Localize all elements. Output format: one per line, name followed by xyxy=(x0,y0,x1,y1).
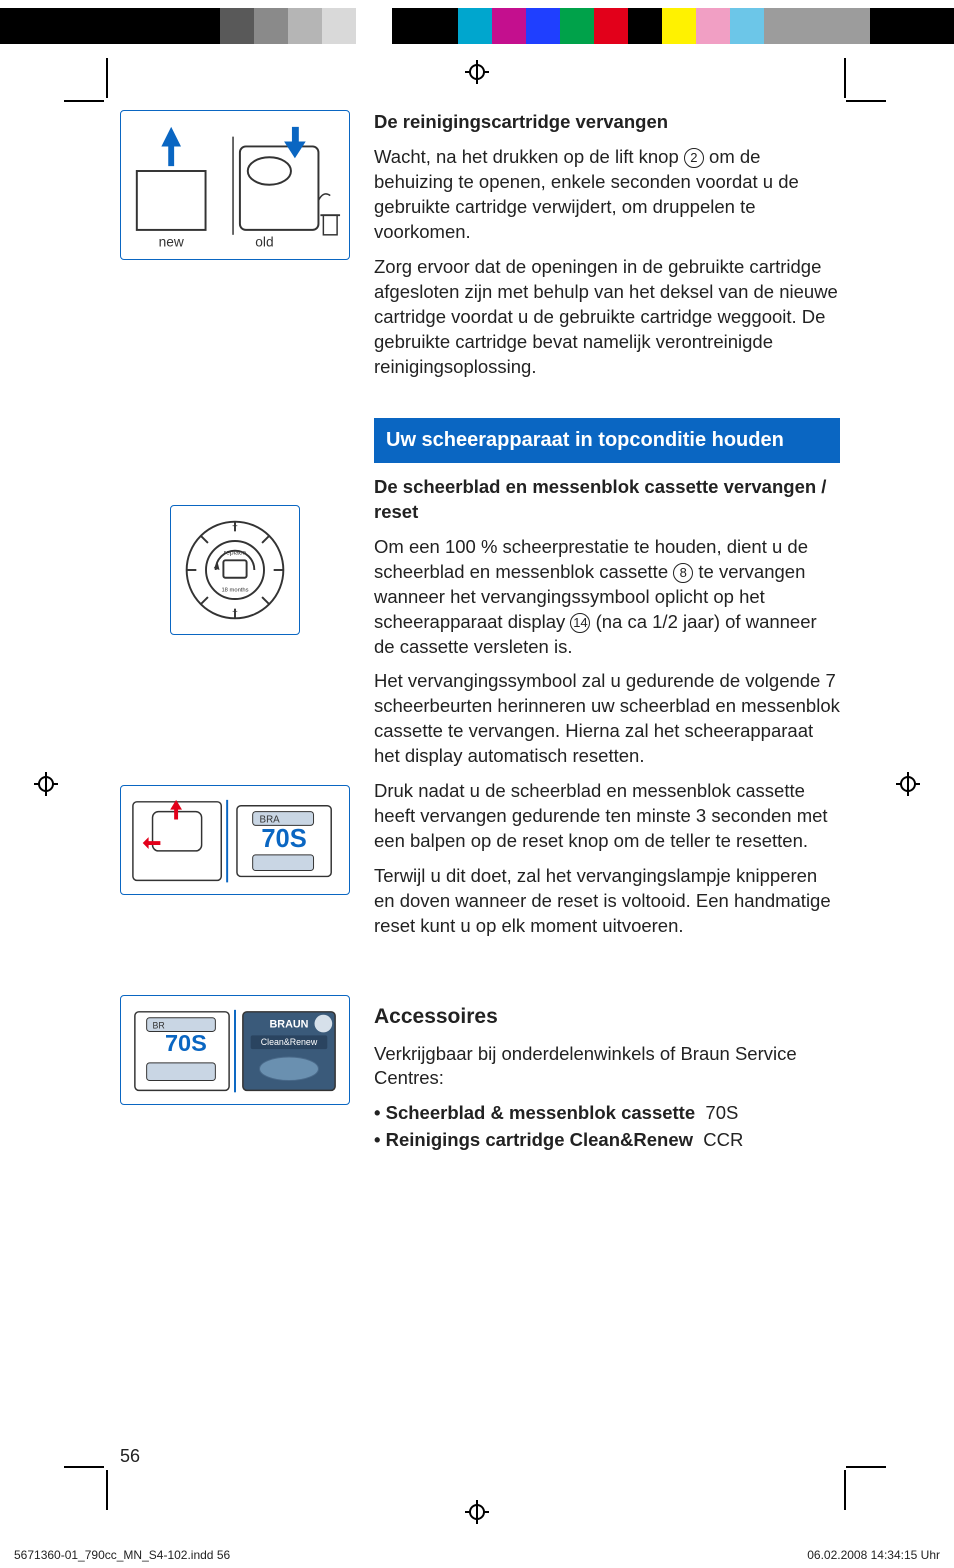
text: Reinigings cartridge Clean&Renew xyxy=(386,1129,693,1150)
paragraph: Verkrijgbaar bij onderdelenwinkels of Br… xyxy=(374,1042,840,1092)
color-swatch xyxy=(492,8,526,44)
illustration-accessories: BR 70S BRAUN Clean&Renew xyxy=(120,995,350,1105)
list-item: Scheerblad & messenblok cassette 70S xyxy=(374,1101,840,1126)
section-replace-cassette: replace 18 months + − BRA 70S xyxy=(120,475,840,949)
text: CCR xyxy=(703,1129,743,1150)
page-content: new old De reinigingscartridge vervangen… xyxy=(120,110,840,1155)
color-swatch xyxy=(560,8,594,44)
print-color-bar xyxy=(0,8,954,44)
paragraph: Wacht, na het drukken op de lift knop 2 … xyxy=(374,145,840,245)
page-number: 56 xyxy=(120,1446,140,1467)
svg-text:18 months: 18 months xyxy=(221,587,248,593)
paragraph: Druk nadat u de scheerblad en messenblok… xyxy=(374,779,840,854)
reference-marker: 14 xyxy=(570,613,590,633)
color-swatch xyxy=(628,8,662,44)
crop-mark xyxy=(106,1470,108,1510)
svg-text:Clean&Renew: Clean&Renew xyxy=(261,1037,318,1047)
color-swatch xyxy=(526,8,560,44)
text: 70S xyxy=(705,1102,738,1123)
color-swatch xyxy=(356,8,392,44)
color-swatch xyxy=(254,8,288,44)
crop-mark xyxy=(846,100,886,102)
svg-text:old: old xyxy=(255,235,273,250)
color-swatch xyxy=(220,8,254,44)
heading-replace-cassette: De scheerblad en messenblok cassette ver… xyxy=(374,475,840,525)
heading-accessories: Accessoires xyxy=(374,1003,840,1031)
section-replace-cartridge: new old De reinigingscartridge vervangen… xyxy=(120,110,840,390)
registration-mark-right xyxy=(896,772,920,796)
list-item: Reinigings cartridge Clean&Renew CCR xyxy=(374,1128,840,1153)
svg-text:replace: replace xyxy=(224,549,246,556)
paragraph: Het vervangingssymbool zal u gedurende d… xyxy=(374,669,840,769)
color-swatch xyxy=(322,8,356,44)
color-swatch xyxy=(696,8,730,44)
color-swatch xyxy=(730,8,764,44)
crop-mark xyxy=(106,58,108,98)
footer-timestamp: 06.02.2008 14:34:15 Uhr xyxy=(807,1548,940,1562)
section-heading-band: Uw scheerapparaat in topconditie houden xyxy=(374,418,840,463)
color-swatch xyxy=(458,8,492,44)
accessories-list: Scheerblad & messenblok cassette 70S Rei… xyxy=(374,1101,840,1153)
registration-mark-bottom xyxy=(465,1500,489,1524)
registration-mark-top xyxy=(465,60,489,84)
svg-text:BRAUN: BRAUN xyxy=(270,1019,309,1031)
svg-text:70S: 70S xyxy=(261,825,306,853)
color-swatch xyxy=(392,8,458,44)
paragraph: Om een 100 % scheerprestatie te houden, … xyxy=(374,535,840,660)
heading-replace-cartridge: De reinigingscartridge vervangen xyxy=(374,110,840,135)
crop-mark xyxy=(844,1470,846,1510)
registration-mark-left xyxy=(34,772,58,796)
text: Wacht, na het drukken op de lift knop xyxy=(374,146,684,167)
reference-marker: 8 xyxy=(673,563,693,583)
footer-filename: 5671360-01_790cc_MN_S4-102.indd 56 xyxy=(14,1548,230,1562)
svg-text:BRA: BRA xyxy=(260,814,281,825)
illustration-cartridge-swap: new old xyxy=(120,110,350,260)
print-footer: 5671360-01_790cc_MN_S4-102.indd 56 06.02… xyxy=(14,1548,940,1562)
crop-mark xyxy=(64,100,104,102)
color-swatch xyxy=(594,8,628,44)
svg-text:+: + xyxy=(232,521,238,532)
illustration-replace-indicator: replace 18 months + − xyxy=(170,505,300,635)
reference-marker: 2 xyxy=(684,148,704,168)
paragraph: Terwijl u dit doet, zal het vervangingsl… xyxy=(374,864,840,939)
text: Scheerblad & messenblok cassette xyxy=(386,1102,696,1123)
illustration-cassette-70s: BRA 70S xyxy=(120,785,350,895)
svg-text:70S: 70S xyxy=(165,1030,207,1056)
svg-text:−: − xyxy=(232,606,238,617)
color-swatch xyxy=(764,8,870,44)
svg-text:BR: BR xyxy=(153,1021,165,1031)
section-accessories: BR 70S BRAUN Clean&Renew Accessoires Ver… xyxy=(120,975,840,1155)
color-swatch xyxy=(288,8,322,44)
color-swatch xyxy=(662,8,696,44)
crop-mark xyxy=(64,1466,104,1468)
crop-mark xyxy=(846,1466,886,1468)
crop-mark xyxy=(844,58,846,98)
color-swatch xyxy=(0,8,220,44)
paragraph: Zorg ervoor dat de openingen in de gebru… xyxy=(374,255,840,380)
svg-text:new: new xyxy=(159,235,184,250)
